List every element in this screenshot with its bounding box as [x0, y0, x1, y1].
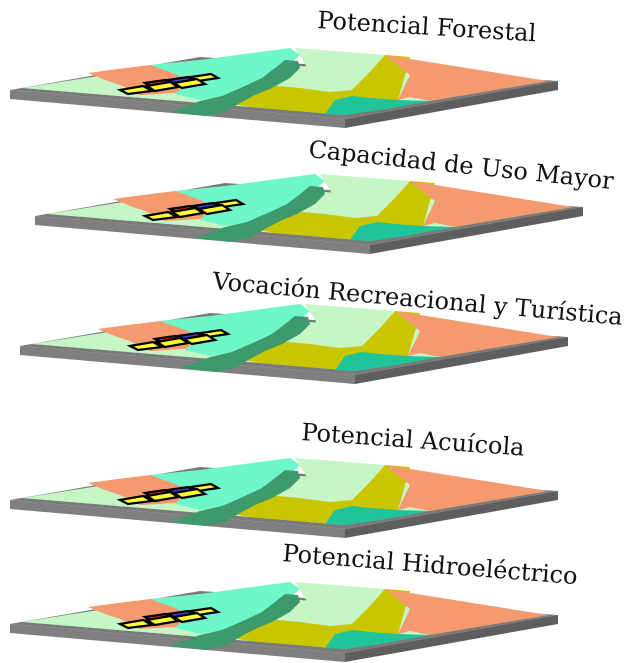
layer-slab-2 [33, 172, 585, 256]
layer-title-4: Potencial Acuícola [301, 418, 526, 462]
layer-title-1: Potencial Forestal [317, 6, 537, 47]
map-layer-1: Potencial Forestal [8, 6, 560, 130]
map-layer-4: Potencial Acuícola [8, 418, 560, 540]
layer-title-5: Potencial Hidroeléctrico [282, 539, 579, 590]
map-layer-2: Capacidad de Uso Mayor [33, 135, 615, 256]
map-layer-3: Vocación Recreacional y Turística [18, 267, 624, 386]
layer-slab-1 [8, 46, 560, 130]
layer-slab-5 [8, 580, 560, 663]
layer-slab-4 [8, 456, 560, 540]
map-layer-5: Potencial Hidroeléctrico [8, 539, 579, 663]
